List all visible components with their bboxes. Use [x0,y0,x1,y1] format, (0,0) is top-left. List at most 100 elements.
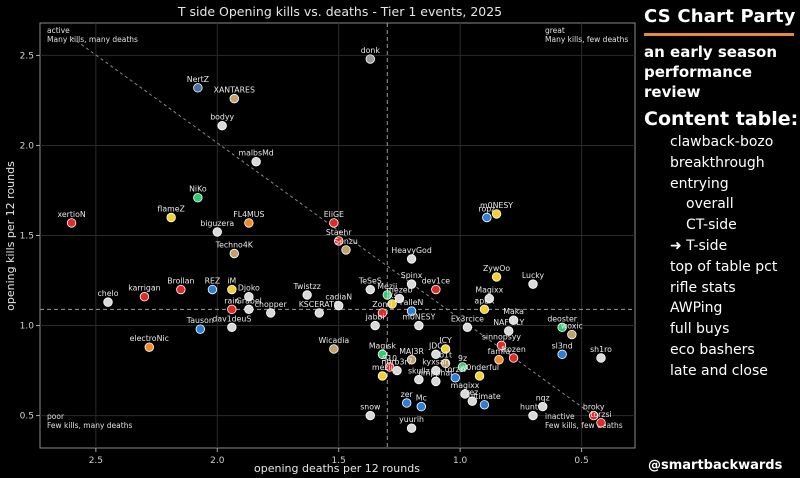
data-point [528,279,538,289]
data-point [227,304,237,315]
data-point-label: FL4MUS [233,210,264,219]
data-point [244,218,254,228]
toc-item[interactable]: rifle stats [670,279,736,296]
quadrant-label-desc: Few kills, few deaths [545,421,623,430]
data-point [462,322,473,333]
data-point-label: snow [360,403,381,412]
data-point-label: torzsi [445,365,466,374]
data-point-label: REZ [205,277,221,286]
data-point [406,254,417,264]
data-point-label: Djoko [238,284,260,293]
data-point [406,279,417,289]
data-point-label: Spinx [401,271,423,280]
data-point-label: malbsMd [239,149,274,158]
data-point-label: EliGE [324,210,344,219]
data-point-label: Grabel [236,296,262,305]
data-points: donk NertZ XANTARES bodyy malbsMd NiKo flameZ F… [57,46,612,433]
data-point-label: MAJ3R [399,347,424,356]
x-tick-label: 0.5 [574,456,588,466]
data-point [377,308,388,318]
data-point [457,362,468,372]
toc-title: Content table: [644,108,799,130]
data-point [166,212,176,223]
data-point-label: nqz [536,394,550,403]
data-point-label: Magisk [369,341,397,350]
quadrant-label-title: inactive [545,412,575,421]
toc-item[interactable]: breakthrough [670,154,765,171]
data-point-label: chopper [255,300,288,309]
toc-item[interactable]: late and close [670,362,768,379]
quadrant-label-desc: Many kills, few deaths [545,35,628,44]
data-point [589,410,599,421]
data-point [365,410,375,421]
x-tick-label: 2.5 [89,456,103,466]
data-point [406,306,417,316]
axes: 2.5 2.0 1.5 1.0 0.5 0.5 1.0 1.5 2.0 2.5 [20,51,589,466]
data-point [460,389,470,399]
data-point-label: magixx [451,381,480,390]
data-point [370,320,380,331]
data-point-label: cadiaN [325,293,352,302]
data-point-label: frozen [501,345,525,354]
toc-item[interactable]: eco bashers [670,342,755,358]
data-point [491,272,502,282]
data-point [467,396,477,406]
quadrant-label-title: poor [47,412,65,421]
toc-item[interactable]: overall [686,196,734,213]
data-point [314,308,324,318]
data-point-label: sl3nd [552,341,573,350]
data-point [244,304,254,315]
data-point [416,401,426,412]
data-point [334,301,344,311]
y-tick-label: 2.5 [20,51,34,61]
data-point [406,355,417,365]
data-point [508,315,519,325]
chart-title: T side Opening kills vs. deaths - Tier 1… [177,4,502,19]
data-point-label: donk [361,46,381,55]
toc-item[interactable]: ➜ T-side [670,238,728,254]
data-point [538,401,548,412]
data-point [596,418,606,428]
data-point [491,209,502,219]
data-point-label: iM [227,277,236,286]
data-point-label: m0NESY [402,313,435,322]
data-point [302,290,312,300]
data-point [479,304,490,315]
data-point [414,320,424,331]
data-point-label: Zontl [372,300,392,309]
data-point [229,93,239,104]
x-tick-label: 2.0 [210,456,225,466]
data-point-label: NertZ [187,75,209,84]
quadrant-label-title: active [47,26,70,35]
data-point [394,293,405,304]
toc-item[interactable]: AWPing [670,300,723,317]
data-point [382,290,392,300]
data-point [596,353,606,363]
data-point [557,349,567,360]
toc-item[interactable]: clawback-bozo [670,134,774,150]
brand-underline [644,33,794,36]
x-tick-label: 1.0 [453,456,468,466]
toc-item[interactable]: full buys [670,321,730,338]
data-point [387,299,397,309]
data-point-label: ZywOo [483,264,510,273]
data-point-label: Techno4K [215,241,254,250]
toc-item[interactable]: CT-side [686,217,737,234]
data-point-label: deoster [547,314,577,323]
data-point [244,292,254,302]
data-point [528,410,538,421]
x-axis-label: opening deaths per 12 rounds [254,462,420,475]
data-point [414,374,424,385]
data-point [334,236,344,246]
data-point [479,400,490,410]
y-axis-label: opening kills per 12 rounds [4,161,17,311]
data-point-label: jks [386,291,398,300]
data-point [440,344,451,354]
data-point-label: XANTARES [214,86,255,95]
data-point-label: famfa [488,347,511,356]
data-point [504,326,514,336]
data-point-label: mezii [372,363,393,372]
data-point-label: apEX [474,296,495,305]
toc-item[interactable]: top of table pct [670,258,778,275]
toc-item[interactable]: entrying [670,175,729,192]
